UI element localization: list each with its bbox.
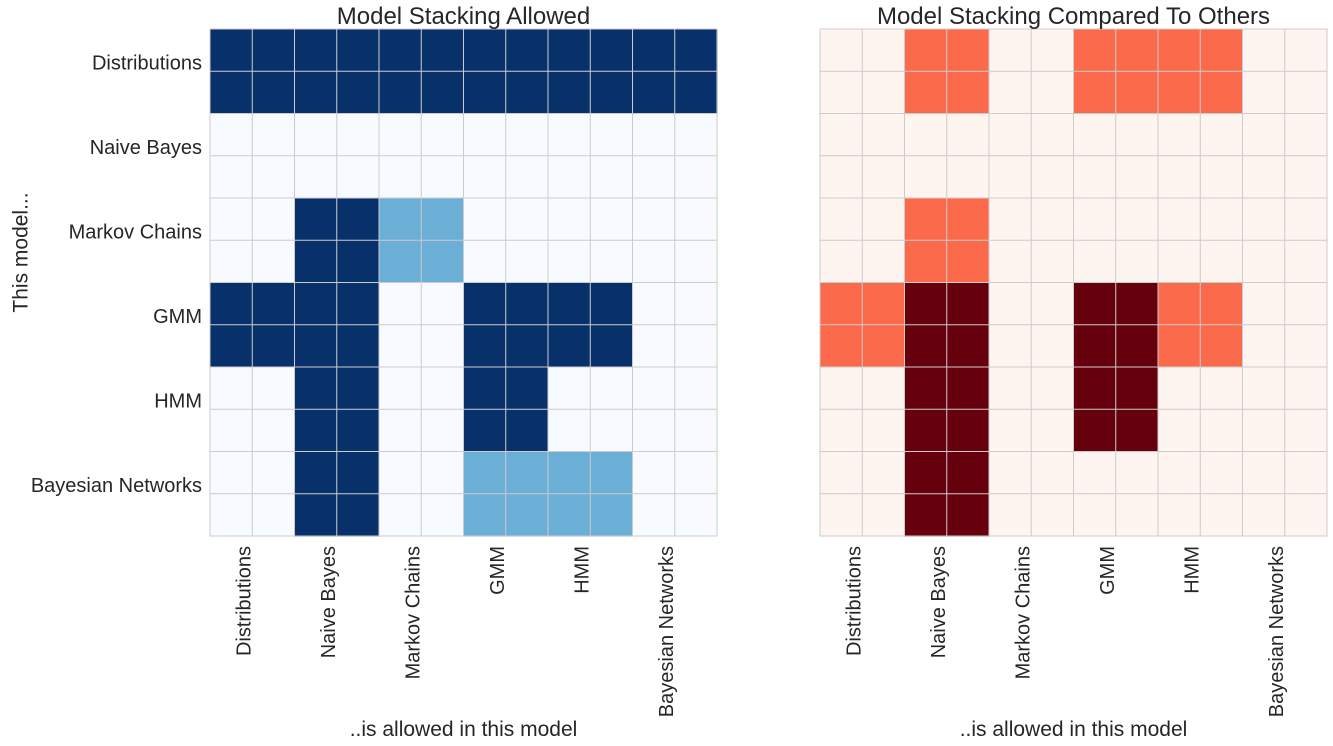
y-tick-label-gmm: GMM bbox=[153, 306, 202, 328]
x-tick-label-hmm: HMM bbox=[572, 546, 594, 594]
x-tick-label-gmm: GMM bbox=[487, 546, 509, 595]
y-tick-label-markov-chains: Markov Chains bbox=[69, 222, 202, 244]
y-tick-label-hmm: HMM bbox=[154, 391, 202, 413]
x-tick-label-distributions: Distributions bbox=[234, 546, 256, 656]
y-tick-labels: Distributions Naive Bayes Markov Chains GMM… bbox=[31, 53, 202, 498]
plot-frame bbox=[819, 28, 1328, 537]
x-tick-label-hmm: HMM bbox=[1182, 546, 1204, 594]
x-tick-label-markov-chains: Markov Chains bbox=[403, 546, 425, 679]
heatmap-panel-compared-to-others: Model Stacking Compared To Others Distri… bbox=[819, 3, 1328, 741]
x-axis-label: ..is allowed in this model bbox=[350, 718, 578, 741]
x-tick-label-bayesian-networks: Bayesian Networks bbox=[656, 546, 678, 717]
chart-title: Model Stacking Compared To Others bbox=[877, 3, 1270, 30]
y-tick-label-distributions: Distributions bbox=[92, 53, 202, 75]
x-tick-label-naive-bayes: Naive Bayes bbox=[928, 546, 950, 658]
x-tick-labels: Distributions Naive Bayes Markov Chains GMM… bbox=[844, 546, 1289, 717]
gridlines bbox=[210, 29, 717, 536]
y-tick-label-bayesian-networks: Bayesian Networks bbox=[31, 475, 202, 497]
plot-frame bbox=[209, 28, 718, 537]
x-tick-label-gmm: GMM bbox=[1097, 546, 1119, 595]
heatmap-panel-stacking-allowed: Model Stacking Allowed Distributions Naiv… bbox=[10, 3, 718, 741]
x-tick-label-naive-bayes: Naive Bayes bbox=[318, 546, 340, 658]
chart-title: Model Stacking Allowed bbox=[337, 3, 590, 30]
x-tick-labels: Distributions Naive Bayes Markov Chains GMM… bbox=[234, 546, 679, 717]
y-axis-label: This model... bbox=[10, 192, 33, 312]
gridlines bbox=[820, 29, 1327, 536]
x-tick-label-markov-chains: Markov Chains bbox=[1013, 546, 1035, 679]
x-tick-label-bayesian-networks: Bayesian Networks bbox=[1266, 546, 1288, 717]
y-tick-label-naive-bayes: Naive Bayes bbox=[90, 137, 202, 159]
x-tick-label-distributions: Distributions bbox=[844, 546, 866, 656]
x-axis-label: ..is allowed in this model bbox=[960, 718, 1188, 741]
